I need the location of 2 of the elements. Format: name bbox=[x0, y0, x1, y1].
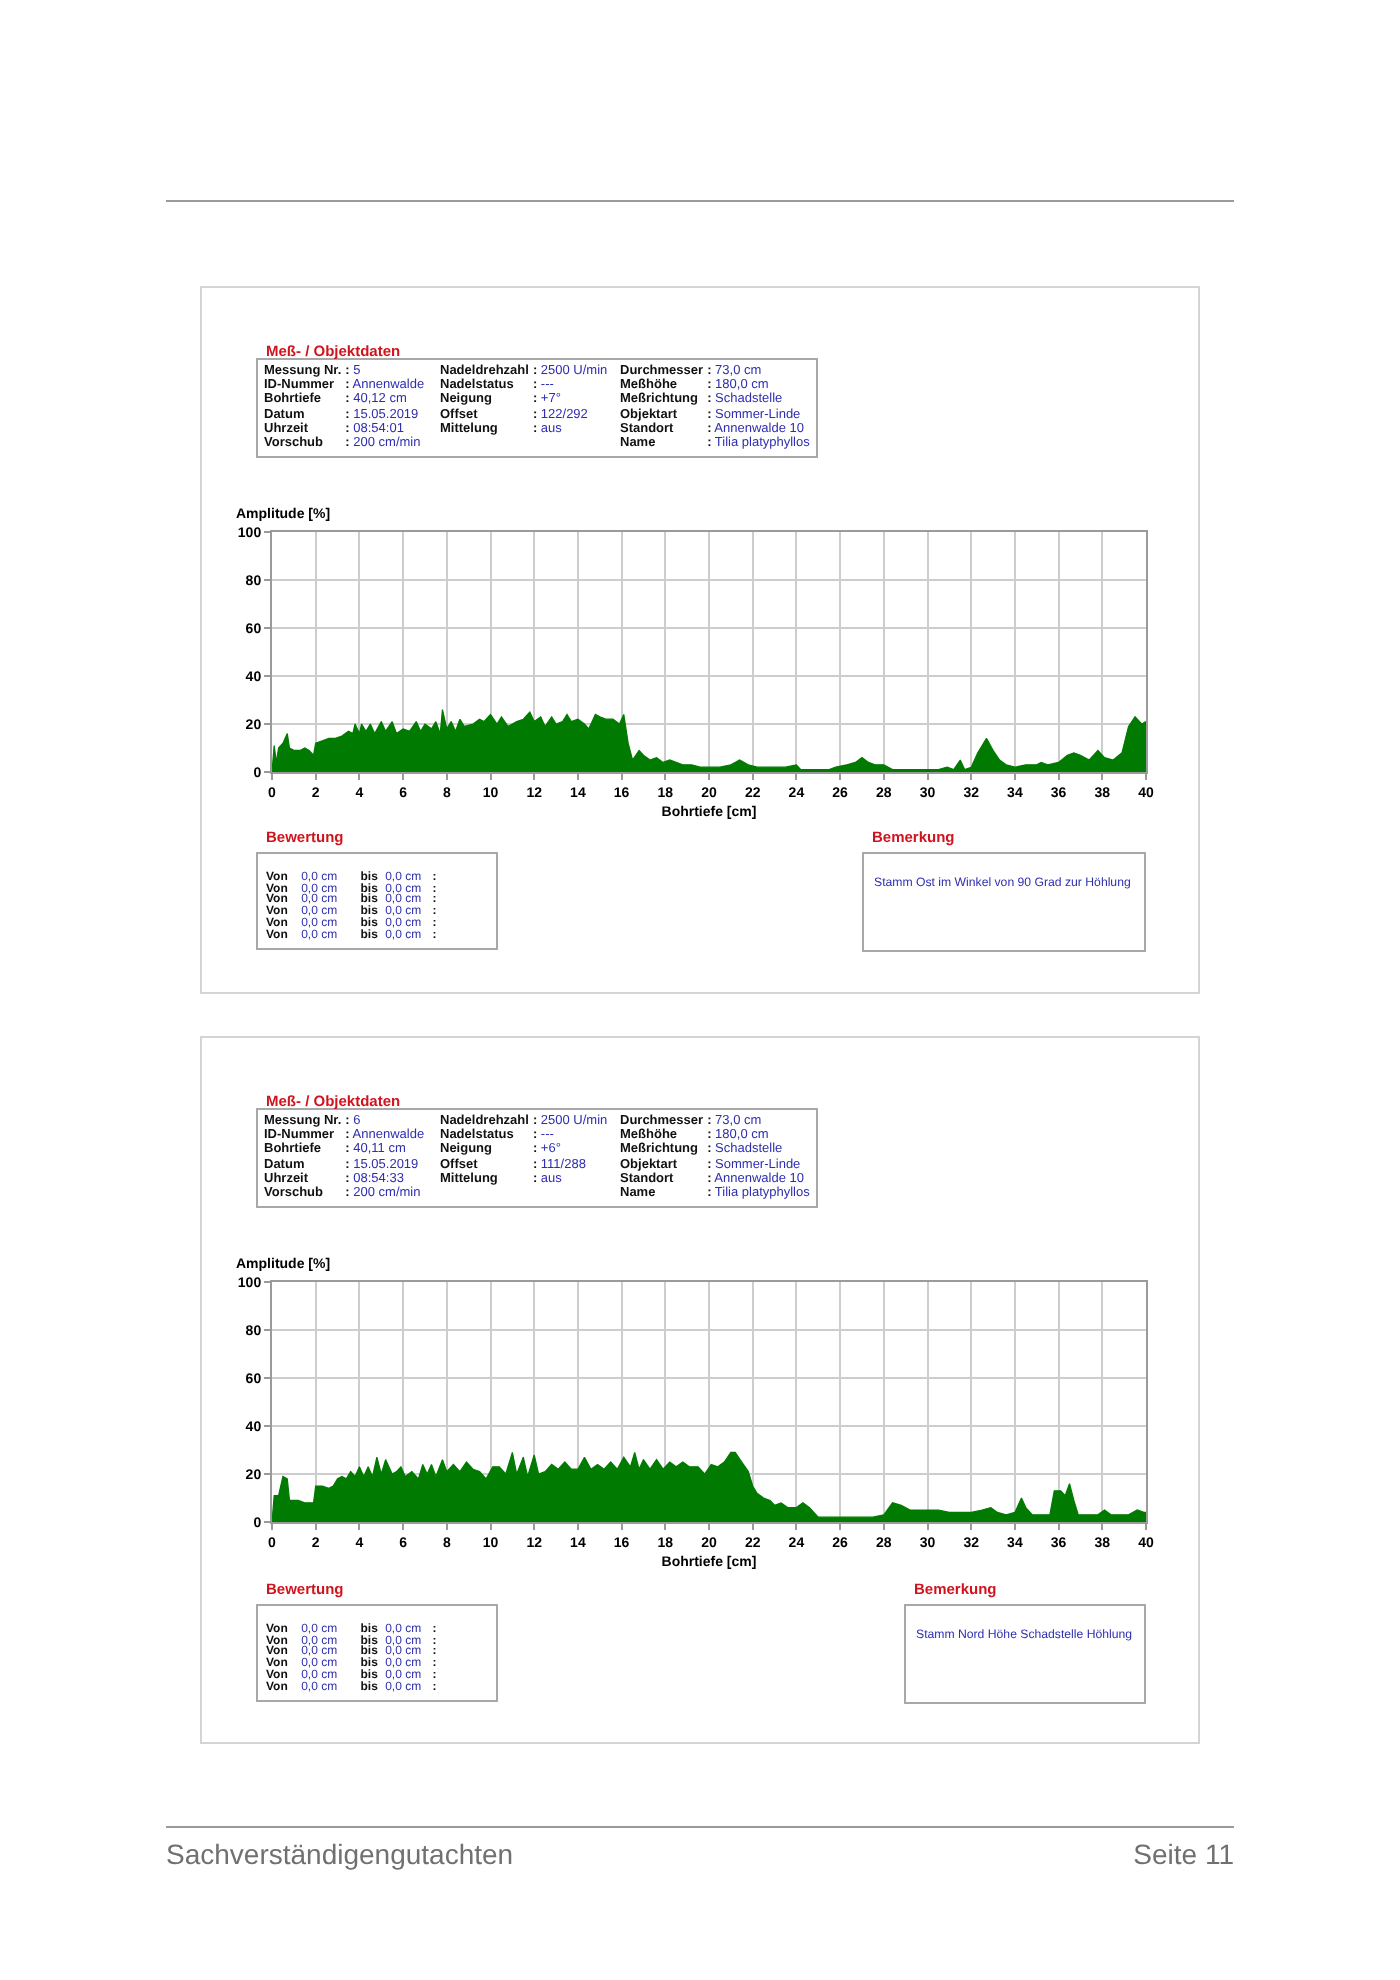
text: Sachverständigengutachten bbox=[166, 1838, 514, 1870]
text: Seite 11 bbox=[1133, 1838, 1234, 1870]
